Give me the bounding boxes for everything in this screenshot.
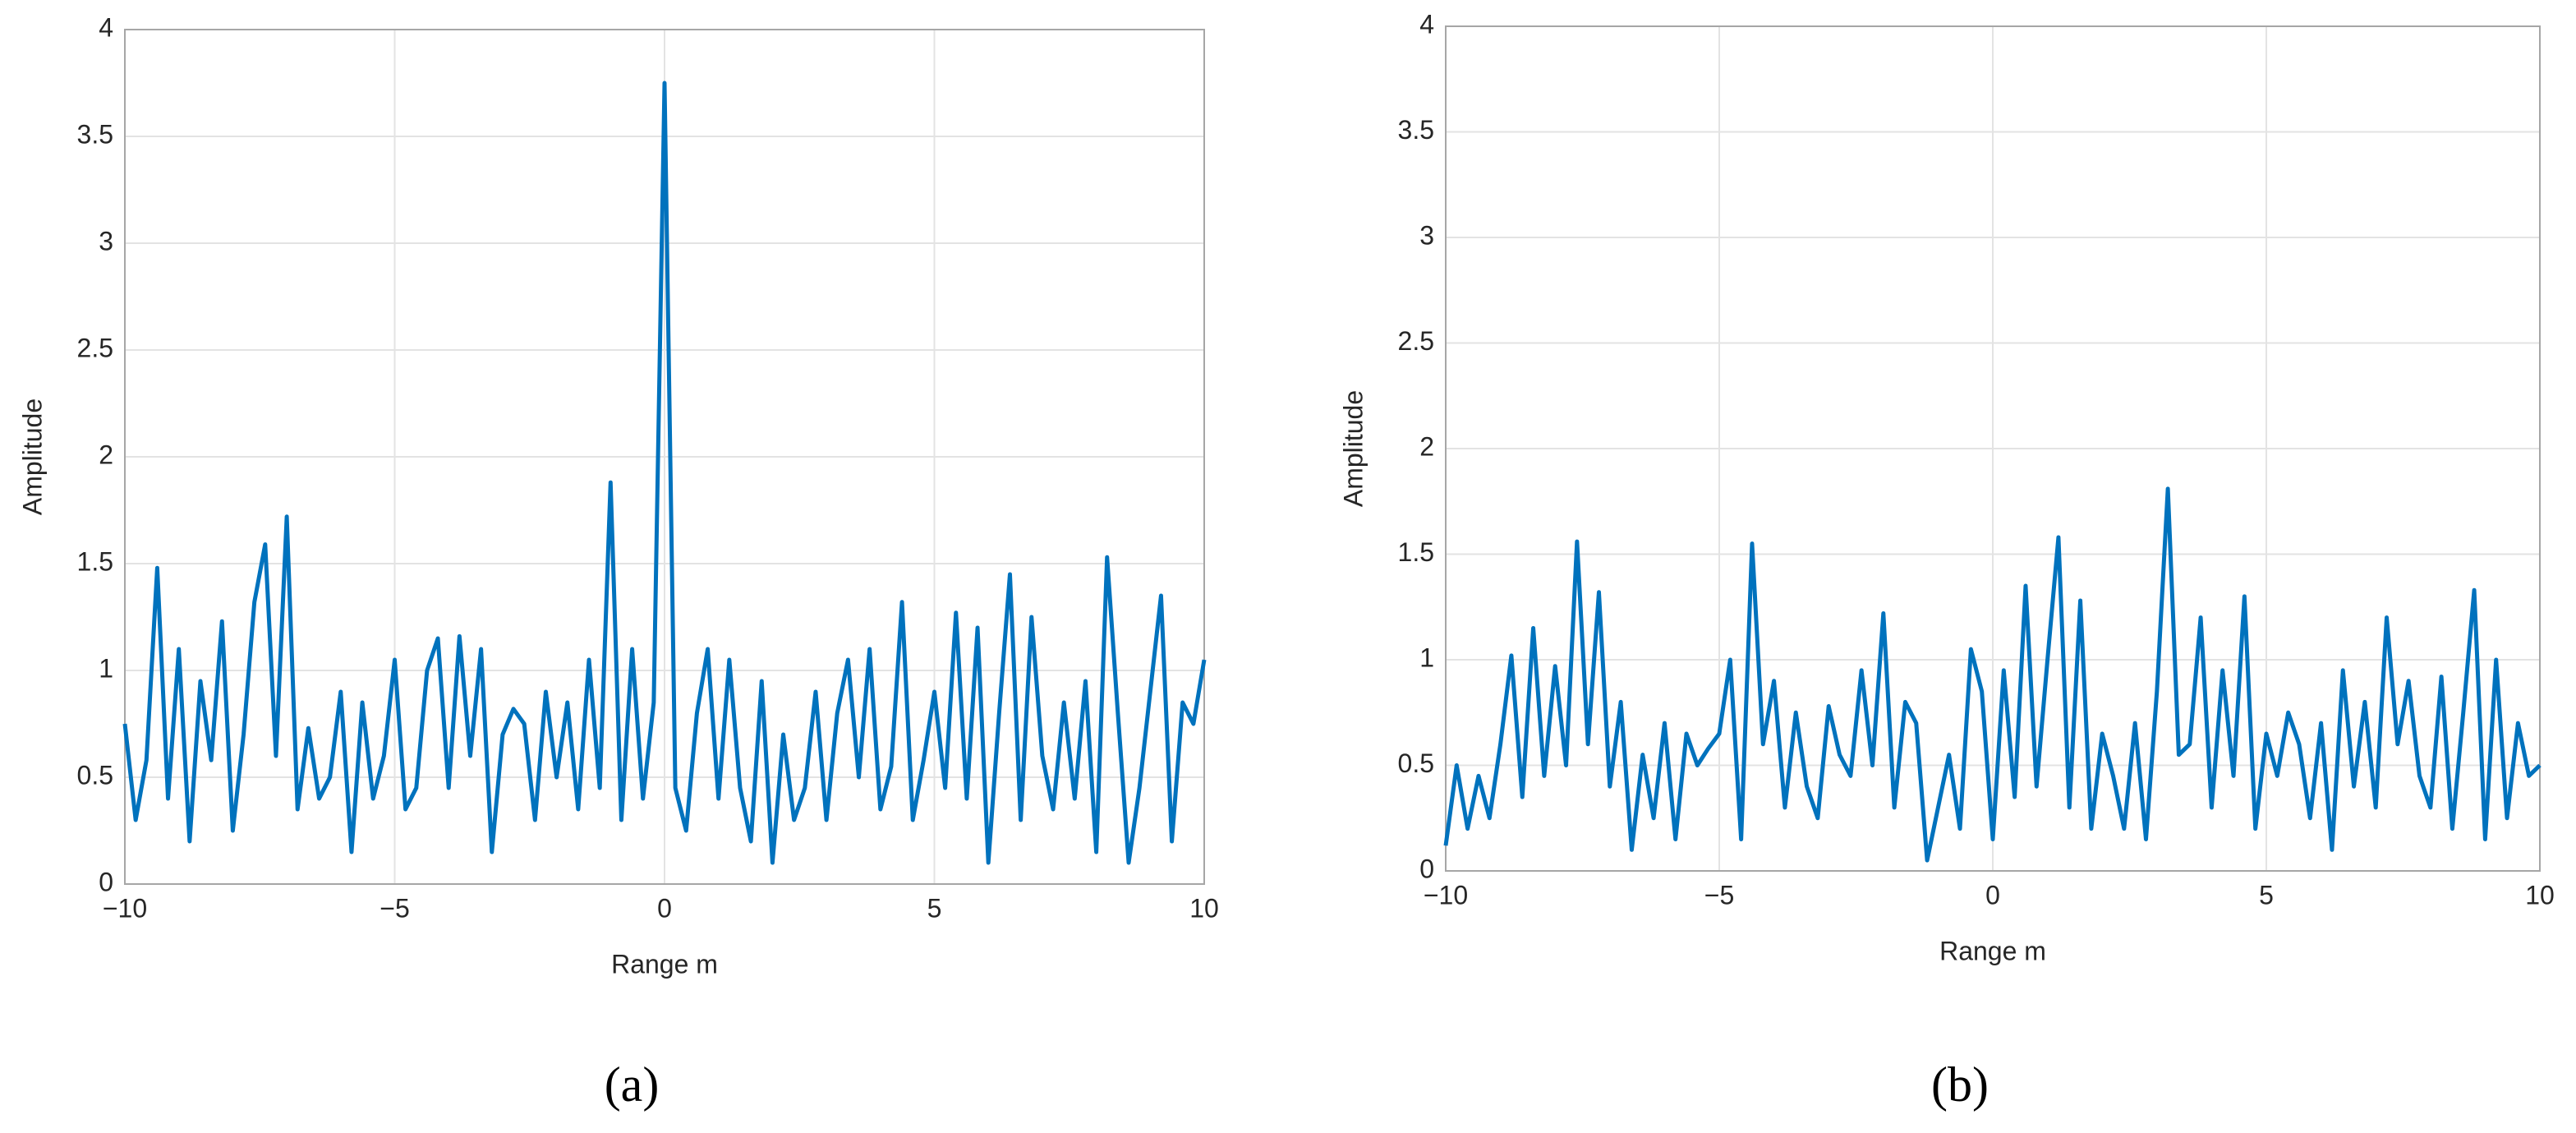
plot-frame	[1445, 25, 2541, 872]
x-tick-label: −10	[103, 893, 147, 923]
caption: (b)	[1931, 1057, 1989, 1112]
y-tick-label: 2.5	[77, 333, 113, 362]
y-tick-label: 1	[99, 653, 113, 683]
y-tick-label: 2	[1419, 431, 1434, 461]
x-tick-label: 5	[927, 893, 942, 923]
y-tick-label: 3.5	[77, 119, 113, 149]
y-tick-label: 3	[99, 226, 113, 256]
y-tick-label: 2	[99, 440, 113, 469]
y-tick-label: 1.5	[1398, 537, 1434, 567]
y-axis-label: Amplitude	[17, 398, 47, 515]
y-tick-label: 4	[1419, 9, 1434, 39]
y-tick-label: 3.5	[1398, 115, 1434, 145]
plot-frame	[124, 29, 1205, 885]
x-tick-label: 0	[657, 893, 672, 923]
x-tick-label: −5	[380, 893, 409, 923]
y-tick-label: 1	[1419, 642, 1434, 672]
y-tick-label: 3	[1419, 220, 1434, 250]
x-tick-label: 10	[1189, 893, 1219, 923]
y-axis-label: Amplitude	[1338, 390, 1368, 507]
x-tick-label: −10	[1424, 880, 1468, 910]
data-line	[1443, 486, 2542, 863]
y-tick-label: 0	[1419, 854, 1434, 883]
x-axis-label: Range m	[611, 949, 718, 979]
x-tick-label: 5	[2259, 880, 2274, 910]
y-tick-label: 0.5	[77, 760, 113, 790]
x-axis-label: Range m	[1939, 936, 2046, 965]
y-tick-label: 2.5	[1398, 326, 1434, 356]
x-tick-label: 10	[2525, 880, 2555, 910]
caption: (a)	[605, 1057, 660, 1112]
y-tick-label: 1.5	[77, 546, 113, 576]
x-tick-label: −5	[1704, 880, 1734, 910]
y-tick-label: 4	[99, 12, 113, 42]
data-line	[122, 81, 1207, 865]
x-tick-label: 0	[1985, 880, 2000, 910]
y-tick-label: 0	[99, 867, 113, 896]
y-tick-label: 0.5	[1398, 748, 1434, 778]
